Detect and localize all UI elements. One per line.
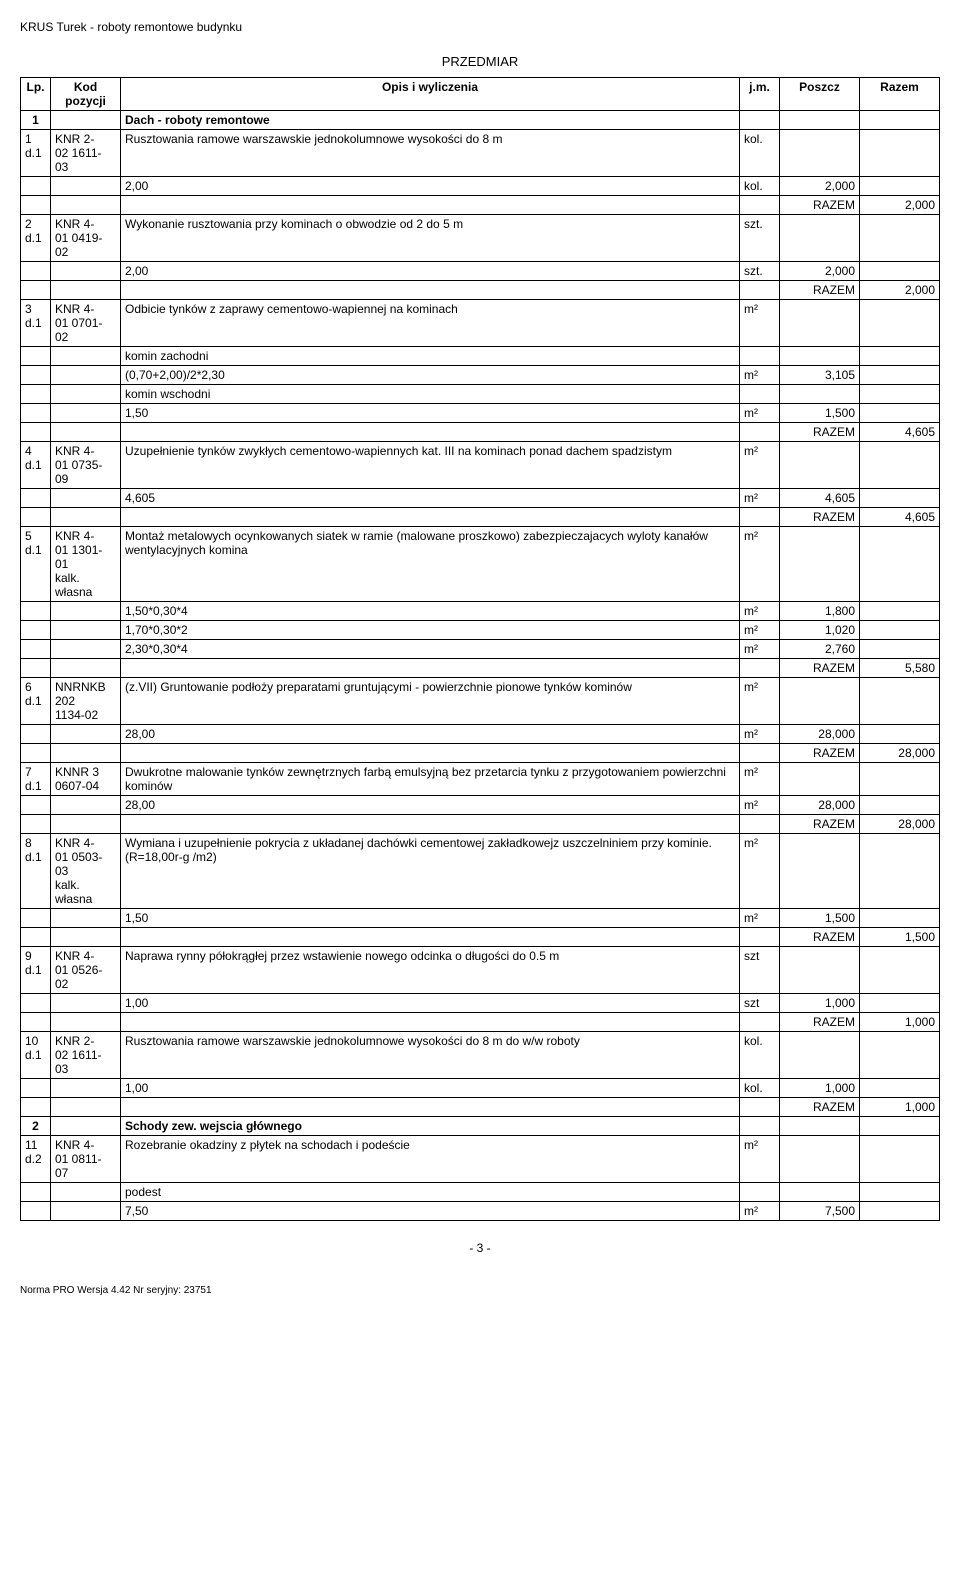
table-row: 10d.1KNR 2-02 1611-03Rusztowania ramowe …: [21, 1032, 940, 1079]
table-row: 8d.1KNR 4-01 0503-03kalk.własnaWymiana i…: [21, 834, 940, 909]
page-number: - 3 -: [20, 1241, 940, 1255]
col-opis: Opis i wyliczenia: [121, 78, 740, 111]
table-row: 1,00kol.1,000: [21, 1079, 940, 1098]
doc-title: KRUS Turek - roboty remontowe budynku: [20, 20, 940, 34]
table-row: RAZEM2,000: [21, 281, 940, 300]
table-row: 1,00szt1,000: [21, 994, 940, 1013]
przedmiar-table: Lp. Kod pozycji Opis i wyliczenia j.m. P…: [20, 77, 940, 1221]
table-row: 7d.1KNNR 30607-04Dwukrotne malowanie tyn…: [21, 763, 940, 796]
table-row: 2d.1KNR 4-01 0419-02Wykonanie rusztowani…: [21, 215, 940, 262]
table-row: komin zachodni: [21, 347, 940, 366]
col-jm: j.m.: [740, 78, 780, 111]
table-row: RAZEM5,580: [21, 659, 940, 678]
table-row: 1,50*0,30*4m²1,800: [21, 602, 940, 621]
table-row: 3d.1KNR 4-01 0701-02Odbicie tynków z zap…: [21, 300, 940, 347]
table-row: komin wschodni: [21, 385, 940, 404]
table-row: RAZEM1,500: [21, 928, 940, 947]
table-row: (0,70+2,00)/2*2,30m²3,105: [21, 366, 940, 385]
table-row: 2,00kol.2,000: [21, 177, 940, 196]
col-razem: Razem: [860, 78, 940, 111]
table-row: 28,00m²28,000: [21, 796, 940, 815]
col-kod: Kod pozycji: [51, 78, 121, 111]
table-row: 1Dach - roboty remontowe: [21, 111, 940, 130]
footer: Norma PRO Wersja 4.42 Nr seryjny: 23751: [20, 1285, 940, 1296]
table-row: RAZEM2,000: [21, 196, 940, 215]
table-row: RAZEM28,000: [21, 744, 940, 763]
section-title: PRZEDMIAR: [20, 54, 940, 69]
table-row: podest: [21, 1183, 940, 1202]
table-row: 4,605m²4,605: [21, 489, 940, 508]
table-row: RAZEM1,000: [21, 1013, 940, 1032]
table-row: RAZEM1,000: [21, 1098, 940, 1117]
table-row: 1,50m²1,500: [21, 404, 940, 423]
table-row: 11d.2KNR 4-01 0811-07Rozebranie okadziny…: [21, 1136, 940, 1183]
table-row: RAZEM28,000: [21, 815, 940, 834]
table-row: 1,70*0,30*2m²1,020: [21, 621, 940, 640]
table-row: 9d.1KNR 4-01 0526-02Naprawa rynny półokr…: [21, 947, 940, 994]
table-row: 2,30*0,30*4m²2,760: [21, 640, 940, 659]
table-row: 2Schody zew. wejscia głównego: [21, 1117, 940, 1136]
table-row: 5d.1KNR 4-01 1301-01kalk.własnaMontaż me…: [21, 527, 940, 602]
table-row: 1d.1KNR 2-02 1611-03Rusztowania ramowe w…: [21, 130, 940, 177]
table-row: 2,00szt.2,000: [21, 262, 940, 281]
table-row: RAZEM4,605: [21, 508, 940, 527]
col-lp: Lp.: [21, 78, 51, 111]
table-row: RAZEM4,605: [21, 423, 940, 442]
table-row: 7,50m²7,500: [21, 1202, 940, 1221]
table-row: 6d.1NNRNKB2021134-02(z.VII) Gruntowanie …: [21, 678, 940, 725]
col-poszcz: Poszcz: [780, 78, 860, 111]
table-row: 1,50m²1,500: [21, 909, 940, 928]
table-row: 28,00m²28,000: [21, 725, 940, 744]
table-row: 4d.1KNR 4-01 0735-09Uzupełnienie tynków …: [21, 442, 940, 489]
